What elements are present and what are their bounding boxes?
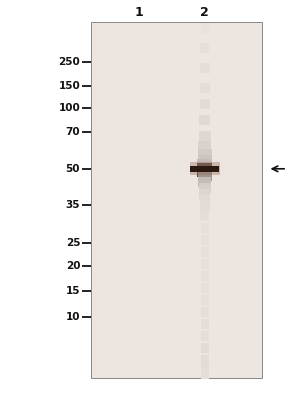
Text: 2: 2 [200, 6, 209, 19]
Bar [199, 183, 211, 193]
Text: 1: 1 [135, 6, 144, 19]
Bar [199, 141, 211, 151]
Text: 10: 10 [66, 312, 80, 322]
Bar [201, 223, 209, 233]
Bar [190, 162, 220, 175]
Bar [201, 235, 209, 245]
Bar [197, 163, 212, 173]
Bar [199, 115, 210, 125]
Bar [201, 247, 209, 257]
Bar [201, 363, 209, 373]
Bar [201, 295, 209, 305]
Bar [201, 369, 209, 379]
Bar [201, 319, 209, 329]
Text: 50: 50 [66, 164, 80, 174]
Bar [190, 166, 219, 172]
Bar [200, 83, 210, 93]
Bar [201, 343, 209, 353]
Bar [198, 149, 212, 159]
Bar [91, 22, 262, 378]
Bar [200, 99, 210, 109]
Text: 100: 100 [58, 103, 80, 113]
Bar [200, 201, 210, 211]
Bar [201, 331, 209, 341]
Bar [200, 195, 210, 205]
Bar [199, 131, 211, 141]
Bar [197, 159, 212, 169]
Text: 250: 250 [58, 57, 80, 67]
Bar [200, 43, 209, 53]
Bar [201, 271, 209, 281]
Bar [199, 177, 211, 187]
Text: 35: 35 [66, 200, 80, 210]
Text: 25: 25 [66, 238, 80, 248]
Bar [201, 355, 209, 365]
Bar [197, 167, 212, 177]
Bar [201, 259, 209, 269]
Text: 150: 150 [58, 81, 80, 91]
Bar [201, 307, 209, 317]
Bar [200, 211, 209, 221]
Text: 70: 70 [65, 127, 80, 137]
Bar [199, 189, 210, 199]
Bar [201, 23, 209, 33]
Bar [201, 283, 209, 293]
Text: 15: 15 [66, 286, 80, 296]
Bar [200, 63, 210, 73]
Text: 20: 20 [66, 261, 80, 271]
Bar [198, 155, 212, 165]
Bar [198, 171, 212, 181]
